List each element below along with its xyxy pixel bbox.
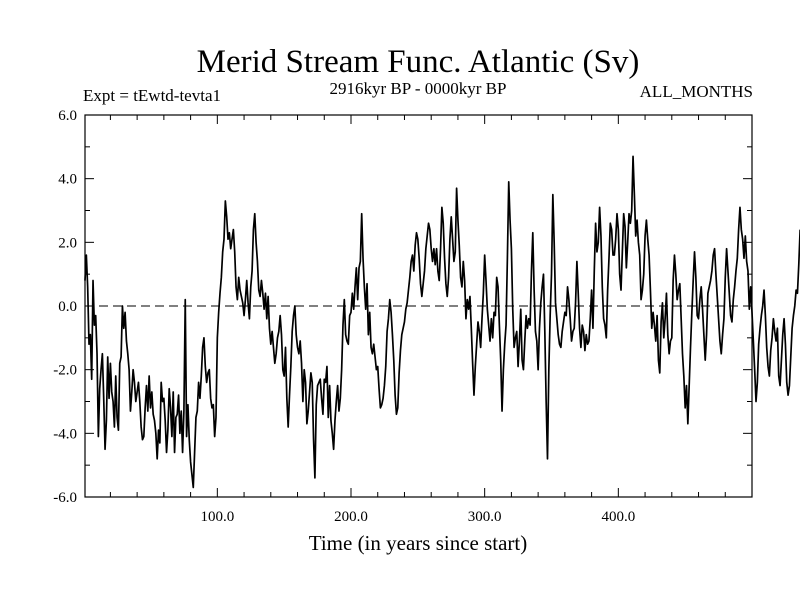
chart-title: Merid Stream Func. Atlantic (Sv) (197, 44, 640, 80)
y-tick-label: -4.0 (53, 426, 77, 442)
subtitle-center: 2916kyr BP - 0000kyr BP (330, 79, 507, 98)
y-tick-label: 0.0 (58, 299, 77, 315)
y-tick-label: 4.0 (58, 172, 77, 188)
x-tick-label: 100.0 (200, 509, 234, 525)
y-tick-label: 6.0 (58, 108, 77, 124)
subtitle-left: Expt = tEwtd-tevta1 (83, 86, 221, 105)
subtitle-right: ALL_MONTHS (640, 82, 753, 101)
x-tick-label: 400.0 (601, 509, 635, 525)
x-tick-label: 300.0 (468, 509, 502, 525)
x-tick-label: 200.0 (334, 509, 368, 525)
y-tick-label: -2.0 (53, 363, 77, 379)
y-tick-label: -6.0 (53, 490, 77, 506)
series-line (84, 155, 800, 489)
y-tick-label: 2.0 (58, 235, 77, 251)
x-axis-label: Time (in years since start) (309, 531, 528, 555)
plot-area: 6.0 4.0 2.0 0.0 -2.0 -4.0 -6.0 100.0 200.0 300.0 4… (53, 108, 800, 525)
